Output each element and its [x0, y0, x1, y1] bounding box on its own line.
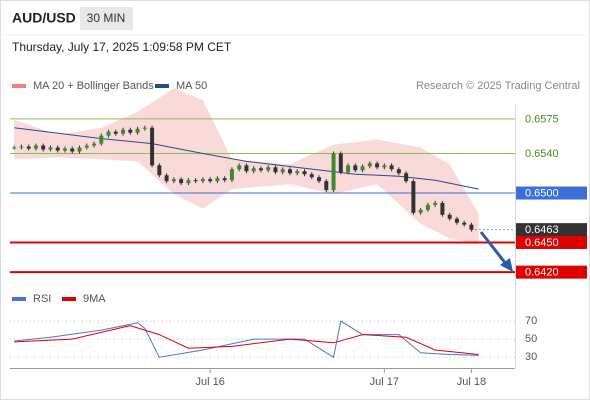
interval: 30 MIN: [87, 11, 126, 25]
candle: [302, 171, 307, 175]
candle: [287, 169, 292, 174]
candle: [425, 204, 430, 210]
candle: [33, 145, 38, 149]
candle: [215, 178, 220, 182]
candle: [346, 165, 351, 173]
candle: [353, 165, 358, 171]
legend-label: 9MA: [83, 293, 106, 305]
candle: [367, 163, 372, 167]
candle: [360, 166, 365, 171]
candle: [128, 129, 133, 133]
candle: [92, 143, 97, 146]
candle: [462, 222, 467, 225]
candle: [295, 171, 300, 174]
interval-badge: [80, 7, 133, 30]
candle: [135, 128, 140, 133]
candle: [142, 127, 147, 129]
candle: [447, 214, 452, 219]
candle: [179, 179, 184, 184]
candle: [273, 167, 278, 173]
candle: [41, 145, 46, 150]
candle: [469, 224, 474, 230]
candle: [338, 153, 343, 173]
ma-line: [14, 127, 479, 190]
candle: [454, 218, 459, 223]
candle: [70, 148, 75, 152]
y-tick-label: 50: [525, 333, 537, 345]
candle: [200, 179, 205, 182]
candle: [404, 173, 409, 182]
candle: [382, 165, 387, 168]
y-tick-label: 30: [525, 351, 537, 363]
candle: [251, 168, 256, 172]
chart-title: AUD/USD: [12, 10, 76, 26]
candle: [418, 209, 423, 213]
arrow-head: [500, 258, 513, 272]
candle: [331, 153, 336, 191]
indicator-line: [14, 325, 479, 355]
candle: [324, 181, 329, 191]
candle: [55, 147, 60, 151]
level-label: 0.6463: [525, 224, 559, 236]
candle: [84, 145, 89, 148]
candle: [26, 146, 31, 149]
candle: [164, 175, 169, 182]
level-label-box: [516, 186, 587, 200]
legend-swatch: [155, 84, 169, 88]
candle: [62, 148, 67, 151]
legend-label: MA 50: [176, 80, 207, 92]
candle: [12, 147, 17, 149]
level-label-box: [516, 223, 587, 237]
candle: [113, 131, 118, 134]
level-label-box: [516, 265, 587, 279]
x-tick-label: Jul 16: [195, 376, 224, 388]
candle: [389, 165, 394, 170]
legend-swatch: [12, 84, 26, 88]
level-label: 0.6450: [525, 237, 559, 249]
candle: [208, 179, 213, 182]
candle: [99, 135, 104, 144]
indicator-line: [14, 320, 479, 359]
candle: [157, 165, 162, 176]
candle: [244, 165, 249, 172]
candle: [222, 178, 227, 181]
subtitle: Thursday, July 17, 2025 1:09:58 PM CET: [12, 40, 232, 54]
candle: [280, 169, 285, 173]
candle: [186, 180, 191, 184]
candle: [309, 174, 314, 178]
level-label-box: [516, 235, 587, 249]
level-label: 0.6540: [525, 148, 559, 160]
legend-swatch: [12, 297, 26, 301]
level-label: 0.6500: [525, 187, 559, 199]
x-tick-label: Jul 17: [370, 376, 399, 388]
forecast-arrow: [479, 231, 508, 265]
candle: [396, 169, 401, 174]
candle: [171, 179, 176, 182]
candle: [375, 163, 380, 168]
candle: [77, 147, 82, 152]
candle: [317, 177, 322, 182]
candle: [433, 202, 438, 205]
candle: [237, 165, 242, 170]
candle: [229, 169, 234, 181]
candle: [19, 146, 24, 148]
candle: [193, 180, 198, 182]
legend-label: MA 20 + Bollinger Bands: [33, 80, 154, 92]
candle: [150, 127, 155, 166]
legend-swatch: [62, 297, 76, 301]
candle: [258, 168, 263, 171]
candle: [440, 202, 445, 215]
credit: Research © 2025 Trading Central: [416, 80, 580, 92]
candle: [266, 167, 271, 171]
candle: [411, 181, 416, 213]
legend-label: RSI: [33, 293, 51, 305]
candle: [48, 147, 53, 150]
x-tick-label: Jul 18: [457, 376, 486, 388]
level-label: 0.6420: [525, 267, 559, 279]
level-label: 0.6575: [525, 113, 559, 125]
candle: [106, 131, 111, 136]
candle: [121, 129, 126, 134]
y-tick-label: 70: [525, 315, 537, 327]
